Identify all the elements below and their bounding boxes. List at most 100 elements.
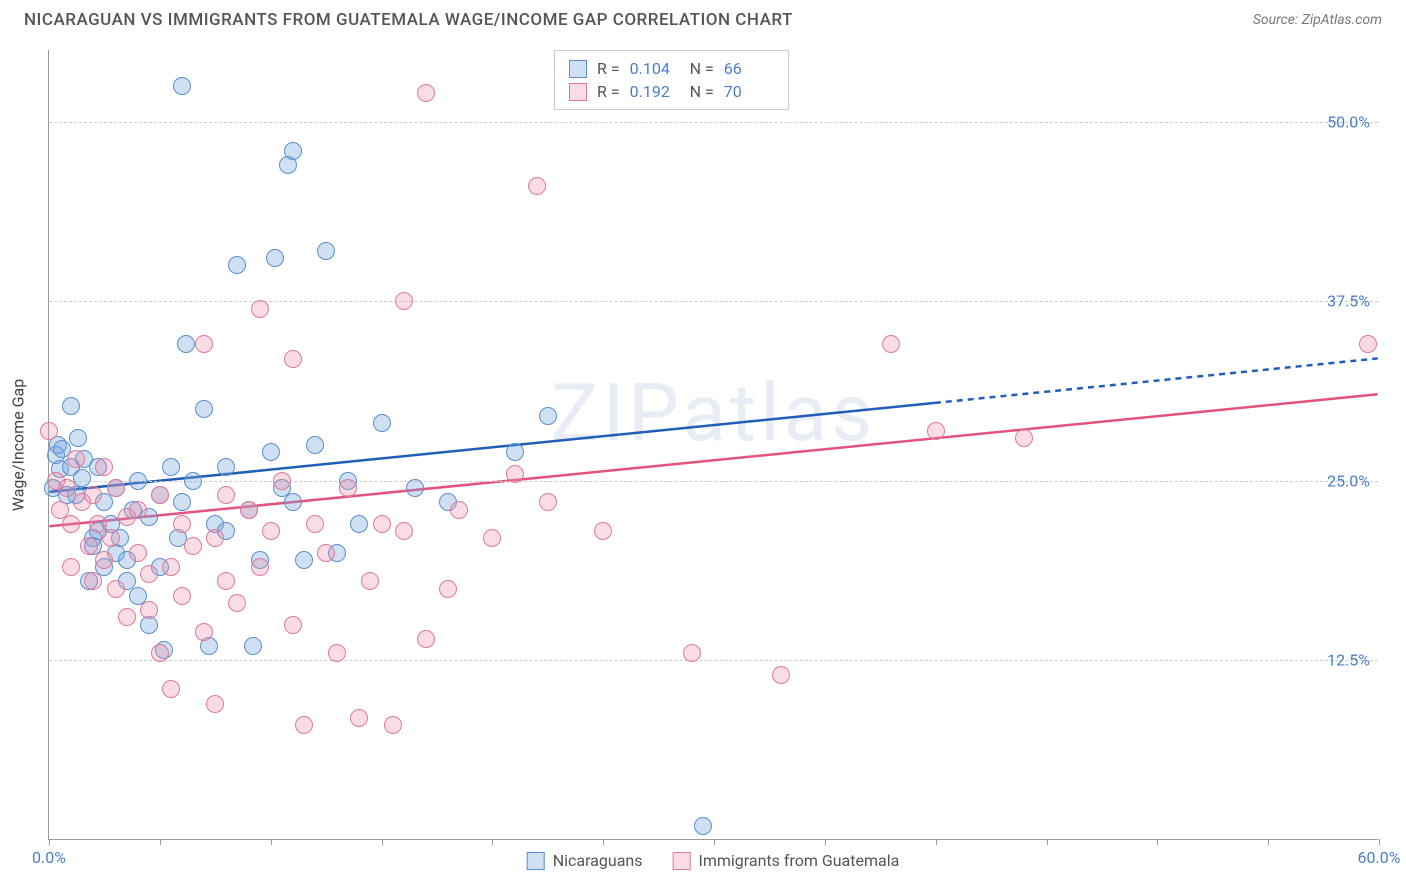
data-point (80, 537, 98, 555)
gridline-horizontal (49, 301, 1378, 302)
data-point (228, 594, 246, 612)
x-tick-mark (492, 839, 493, 845)
data-point (528, 177, 546, 195)
data-point (62, 397, 80, 415)
x-tick-mark (825, 839, 826, 845)
data-point (107, 580, 125, 598)
data-point (262, 443, 280, 461)
r-value-series2: 0.192 (630, 82, 680, 101)
data-point (129, 501, 147, 519)
stats-row-series1: R = 0.104 N = 66 (569, 57, 774, 80)
data-point (173, 515, 191, 533)
data-point (373, 414, 391, 432)
x-tick-mark (1268, 839, 1269, 845)
data-point (173, 587, 191, 605)
r-label: R = (597, 59, 620, 78)
plot-area: ZIPatlas R = 0.104 N = 66 R = 0.192 N = … (48, 50, 1378, 840)
data-point (483, 529, 501, 547)
data-point (140, 601, 158, 619)
data-point (1015, 429, 1033, 447)
data-point (284, 616, 302, 634)
data-point (95, 551, 113, 569)
data-point (40, 422, 58, 440)
data-point (295, 716, 313, 734)
data-point (273, 472, 291, 490)
chart-header: NICARAGUAN VS IMMIGRANTS FROM GUATEMALA … (0, 0, 1406, 36)
data-point (69, 429, 87, 447)
r-value-series1: 0.104 (630, 59, 680, 78)
data-point (195, 623, 213, 641)
data-point (284, 350, 302, 368)
trend-lines-svg (49, 50, 1378, 839)
legend-item-series1: Nicaraguans (527, 851, 643, 870)
data-point (339, 479, 357, 497)
y-tick-label: 50.0% (1327, 112, 1370, 131)
data-point (772, 666, 790, 684)
x-tick-mark (603, 839, 604, 845)
data-point (251, 300, 269, 318)
y-axis-title: Wage/Income Gap (9, 379, 28, 511)
data-point (350, 709, 368, 727)
data-point (162, 680, 180, 698)
n-value-series1: 66 (724, 59, 774, 78)
data-point (95, 458, 113, 476)
data-point (162, 458, 180, 476)
data-point (102, 529, 120, 547)
data-point (539, 493, 557, 511)
chart-container: ZIPatlas R = 0.104 N = 66 R = 0.192 N = … (48, 50, 1378, 840)
data-point (217, 486, 235, 504)
data-point (162, 558, 180, 576)
gridline-horizontal (49, 660, 1378, 661)
source-text: Source: ZipAtlas.com (1253, 12, 1382, 28)
n-value-series2: 70 (724, 82, 774, 101)
data-point (240, 501, 258, 519)
data-point (284, 493, 302, 511)
data-point (177, 335, 195, 353)
gridline-horizontal (49, 122, 1378, 123)
x-tick-mark (936, 839, 937, 845)
gridline-horizontal (49, 481, 1378, 482)
data-point (217, 458, 235, 476)
x-tick-mark (1157, 839, 1158, 845)
legend-item-series2: Immigrants from Guatemala (672, 851, 899, 870)
data-point (129, 472, 147, 490)
bottom-legend: Nicaraguans Immigrants from Guatemala (527, 851, 900, 870)
data-point (195, 400, 213, 418)
chart-title: NICARAGUAN VS IMMIGRANTS FROM GUATEMALA … (24, 10, 793, 30)
data-point (306, 436, 324, 454)
data-point (58, 479, 76, 497)
watermark-text: ZIPatlas (551, 366, 877, 460)
data-point (373, 515, 391, 533)
data-point (395, 292, 413, 310)
y-tick-label: 37.5% (1327, 292, 1370, 311)
x-tick-mark (160, 839, 161, 845)
n-label: N = (690, 59, 714, 78)
x-tick-label: 0.0% (32, 848, 66, 867)
stats-legend-box: R = 0.104 N = 66 R = 0.192 N = 70 (554, 50, 789, 110)
swatch-series1 (527, 852, 545, 870)
data-point (694, 817, 712, 835)
data-point (151, 486, 169, 504)
n-label: N = (690, 82, 714, 101)
data-point (73, 469, 91, 487)
data-point (173, 77, 191, 95)
x-tick-label: 60.0% (1358, 848, 1401, 867)
data-point (62, 558, 80, 576)
legend-label-series1: Nicaraguans (553, 851, 643, 870)
data-point (406, 479, 424, 497)
data-point (1359, 335, 1377, 353)
x-tick-mark (1379, 839, 1380, 845)
data-point (184, 537, 202, 555)
y-tick-label: 25.0% (1327, 471, 1370, 490)
data-point (350, 515, 368, 533)
x-tick-mark (49, 839, 50, 845)
data-point (151, 644, 169, 662)
data-point (361, 572, 379, 590)
data-point (450, 501, 468, 519)
stats-row-series2: R = 0.192 N = 70 (569, 80, 774, 103)
data-point (306, 515, 324, 533)
data-point (328, 644, 346, 662)
data-point (262, 522, 280, 540)
data-point (217, 572, 235, 590)
swatch-series1 (569, 60, 587, 78)
